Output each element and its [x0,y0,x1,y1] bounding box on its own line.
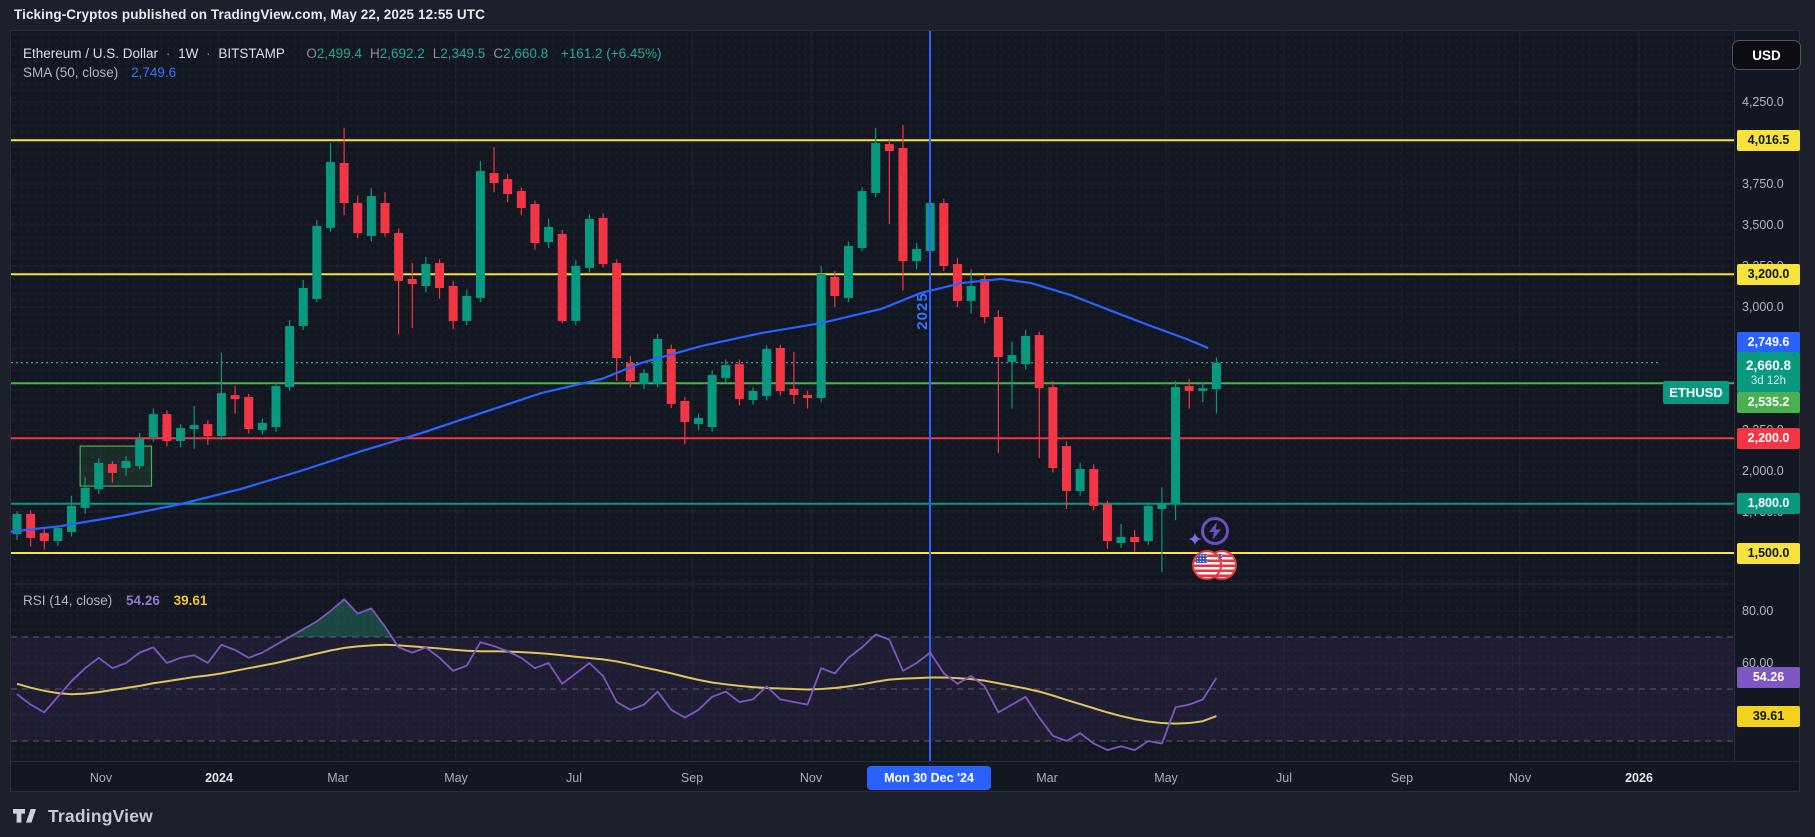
chart-frame: Ethereum / U.S. Dollar · 1W · BITSTAMP O… [10,30,1801,793]
price-axis[interactable]: USD 2,660.8 3d 12h 4,250.0 3,750.0 3,500.0… [1732,31,1801,761]
price-tick-label: 3,500.0 [1742,218,1784,232]
ohlc-key: L [432,46,441,61]
change-value: +161.2 (+6.45%) [560,46,662,61]
exchange-label: BITSTAMP [218,46,285,61]
rsi-tick-label: 80.00 [1742,604,1774,618]
sparkle-icon: ✦ [1187,530,1203,551]
rsi-legend: RSI (14, close) 54.26 39.61 [23,591,207,610]
symbol-price-tag: ETHUSD [1663,381,1729,404]
last-price-value: 2,660.8 [1745,357,1792,373]
time-tick-label[interactable]: Sep [680,771,704,785]
price-level-label: 4,016.5 [1737,129,1800,151]
time-tick-label[interactable]: Jul [566,771,582,785]
chart-canvas[interactable] [11,31,1734,761]
time-tick-label[interactable]: 2024 [205,771,233,785]
tradingview-logo-text[interactable]: TradingView [48,805,153,826]
legend-separator: · [165,46,171,61]
chart-plot-area[interactable]: Ethereum / U.S. Dollar · 1W · BITSTAMP O… [11,31,1734,761]
price-level-label: 2,535.2 [1737,392,1800,413]
price-level-label: 1,800.0 [1737,493,1800,515]
price-level-label: 2,200.0 [1737,427,1800,449]
ohlc-values: O2,499.4 H2,692.2 L2,349.5 C2,660.8 [298,46,548,61]
symbol-price-box: 2,660.8 3d 12h [1737,352,1800,392]
rsi-value-label: 39.61 [1737,705,1800,727]
rsi-value: 54.26 [126,593,160,608]
time-tick-label[interactable]: May [1154,771,1178,785]
time-tick-label[interactable]: Sep [1390,771,1414,785]
rsi-value-label: 54.26 [1737,667,1800,689]
time-tick-label[interactable]: Jul [1276,771,1292,785]
flash-sticker[interactable]: ✦ [1185,515,1231,557]
sma-indicator-label[interactable]: SMA (50, close) [23,65,119,80]
price-tick-label: 2,000.0 [1742,464,1784,478]
time-tick-label[interactable]: Nov [1508,771,1532,785]
price-tick-label: 4,250.0 [1742,95,1784,109]
time-tick-label[interactable]: May [444,771,468,785]
sma-value: 2,749.6 [131,65,177,80]
interval-label[interactable]: 1W [178,46,199,61]
time-tick-label[interactable]: Nov [89,771,113,785]
price-tick-label: 3,750.0 [1742,177,1784,191]
us-flag-icon [1192,550,1222,580]
attribution-text: Ticking-Cryptos published on TradingView… [14,7,485,22]
price-level-label: 3,200.0 [1737,263,1800,285]
vline-year-label: 2025 [914,292,931,330]
time-tick-label[interactable]: Mar [327,771,349,785]
price-level-label: 1,500.0 [1737,542,1800,564]
us-flag-sticker[interactable] [1192,550,1240,582]
legend-separator: · [206,46,211,61]
lightning-circle-icon [1201,517,1229,545]
ohlc-value: 2,499.4 [316,46,362,61]
currency-usd-button[interactable]: USD [1732,40,1801,70]
rsi-indicator-label[interactable]: RSI (14, close) [23,593,113,608]
ohlc-key: O [306,46,317,61]
highlighted-date-label: Mon 30 Dec '24 [867,766,991,790]
rsi-ma-value: 39.61 [173,593,208,608]
bar-countdown: 3d 12h [1750,374,1787,387]
price-tick-label: 3,000.0 [1742,300,1784,314]
time-tick-label[interactable]: 2026 [1625,771,1653,785]
ohlc-value: 2,692.2 [379,46,425,61]
time-tick-label[interactable]: Mar [1036,771,1058,785]
rsi-tick-label: 60.00 [1742,656,1774,670]
time-axis[interactable]: Nov 2024 Mar May Jul Sep Nov Mar May Jul Sep Nov 202… [11,761,1801,793]
ohlc-value: 2,349.5 [440,46,486,61]
time-tick-label[interactable]: Nov [799,771,823,785]
symbol-title[interactable]: Ethereum / U.S. Dollar [23,46,159,61]
footer: TradingView [13,801,153,831]
tradingview-logo-icon[interactable] [13,807,40,825]
ohlc-value: 2,660.8 [503,46,549,61]
symbol-legend: Ethereum / U.S. Dollar · 1W · BITSTAMP O… [23,44,661,82]
ohlc-key: H [369,46,380,61]
price-level-label: 2,749.6 [1737,331,1800,353]
ohlc-key: C [493,46,504,61]
